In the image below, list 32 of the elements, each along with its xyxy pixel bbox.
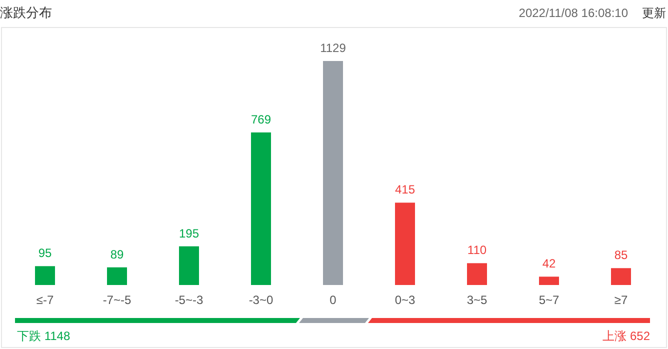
bar [251,132,271,285]
data-label: 1129 [320,41,346,55]
x-tick-label: -5~-3 [174,293,204,307]
data-label: 110 [467,243,487,258]
x-tick-label: 0~3 [394,293,416,307]
chart-title: 涨跌分布 [0,5,52,20]
x-tick-label: -7~-5 [102,293,132,307]
bar [467,263,487,285]
x-tick-label: -3~0 [248,293,274,307]
data-label: 769 [250,112,272,126]
bar [323,61,343,285]
bar [539,276,559,285]
text: 上涨 652 [602,329,650,343]
x-tick-label: 5~7 [538,293,560,307]
data-label: 89 [110,247,124,262]
x-tick-label: 0 [330,293,337,307]
x-tick-label: ≤-7 [36,293,54,307]
text: 下跌 1148 [17,329,70,343]
data-label: 42 [542,256,556,271]
bar [107,267,127,285]
x-tick-label: 3~5 [466,293,488,307]
data-label: 415 [394,182,416,197]
data-label: 85 [614,248,628,262]
text: 更新 [642,6,666,20]
x-tick-label: ≥7 [614,293,628,307]
bar [611,268,631,285]
data-label: 95 [38,246,52,260]
text: 2022/11/08 16:08:10 [518,6,628,20]
bar [35,266,55,285]
bar [179,246,199,285]
data-label: 195 [178,226,200,240]
bar [395,202,415,285]
